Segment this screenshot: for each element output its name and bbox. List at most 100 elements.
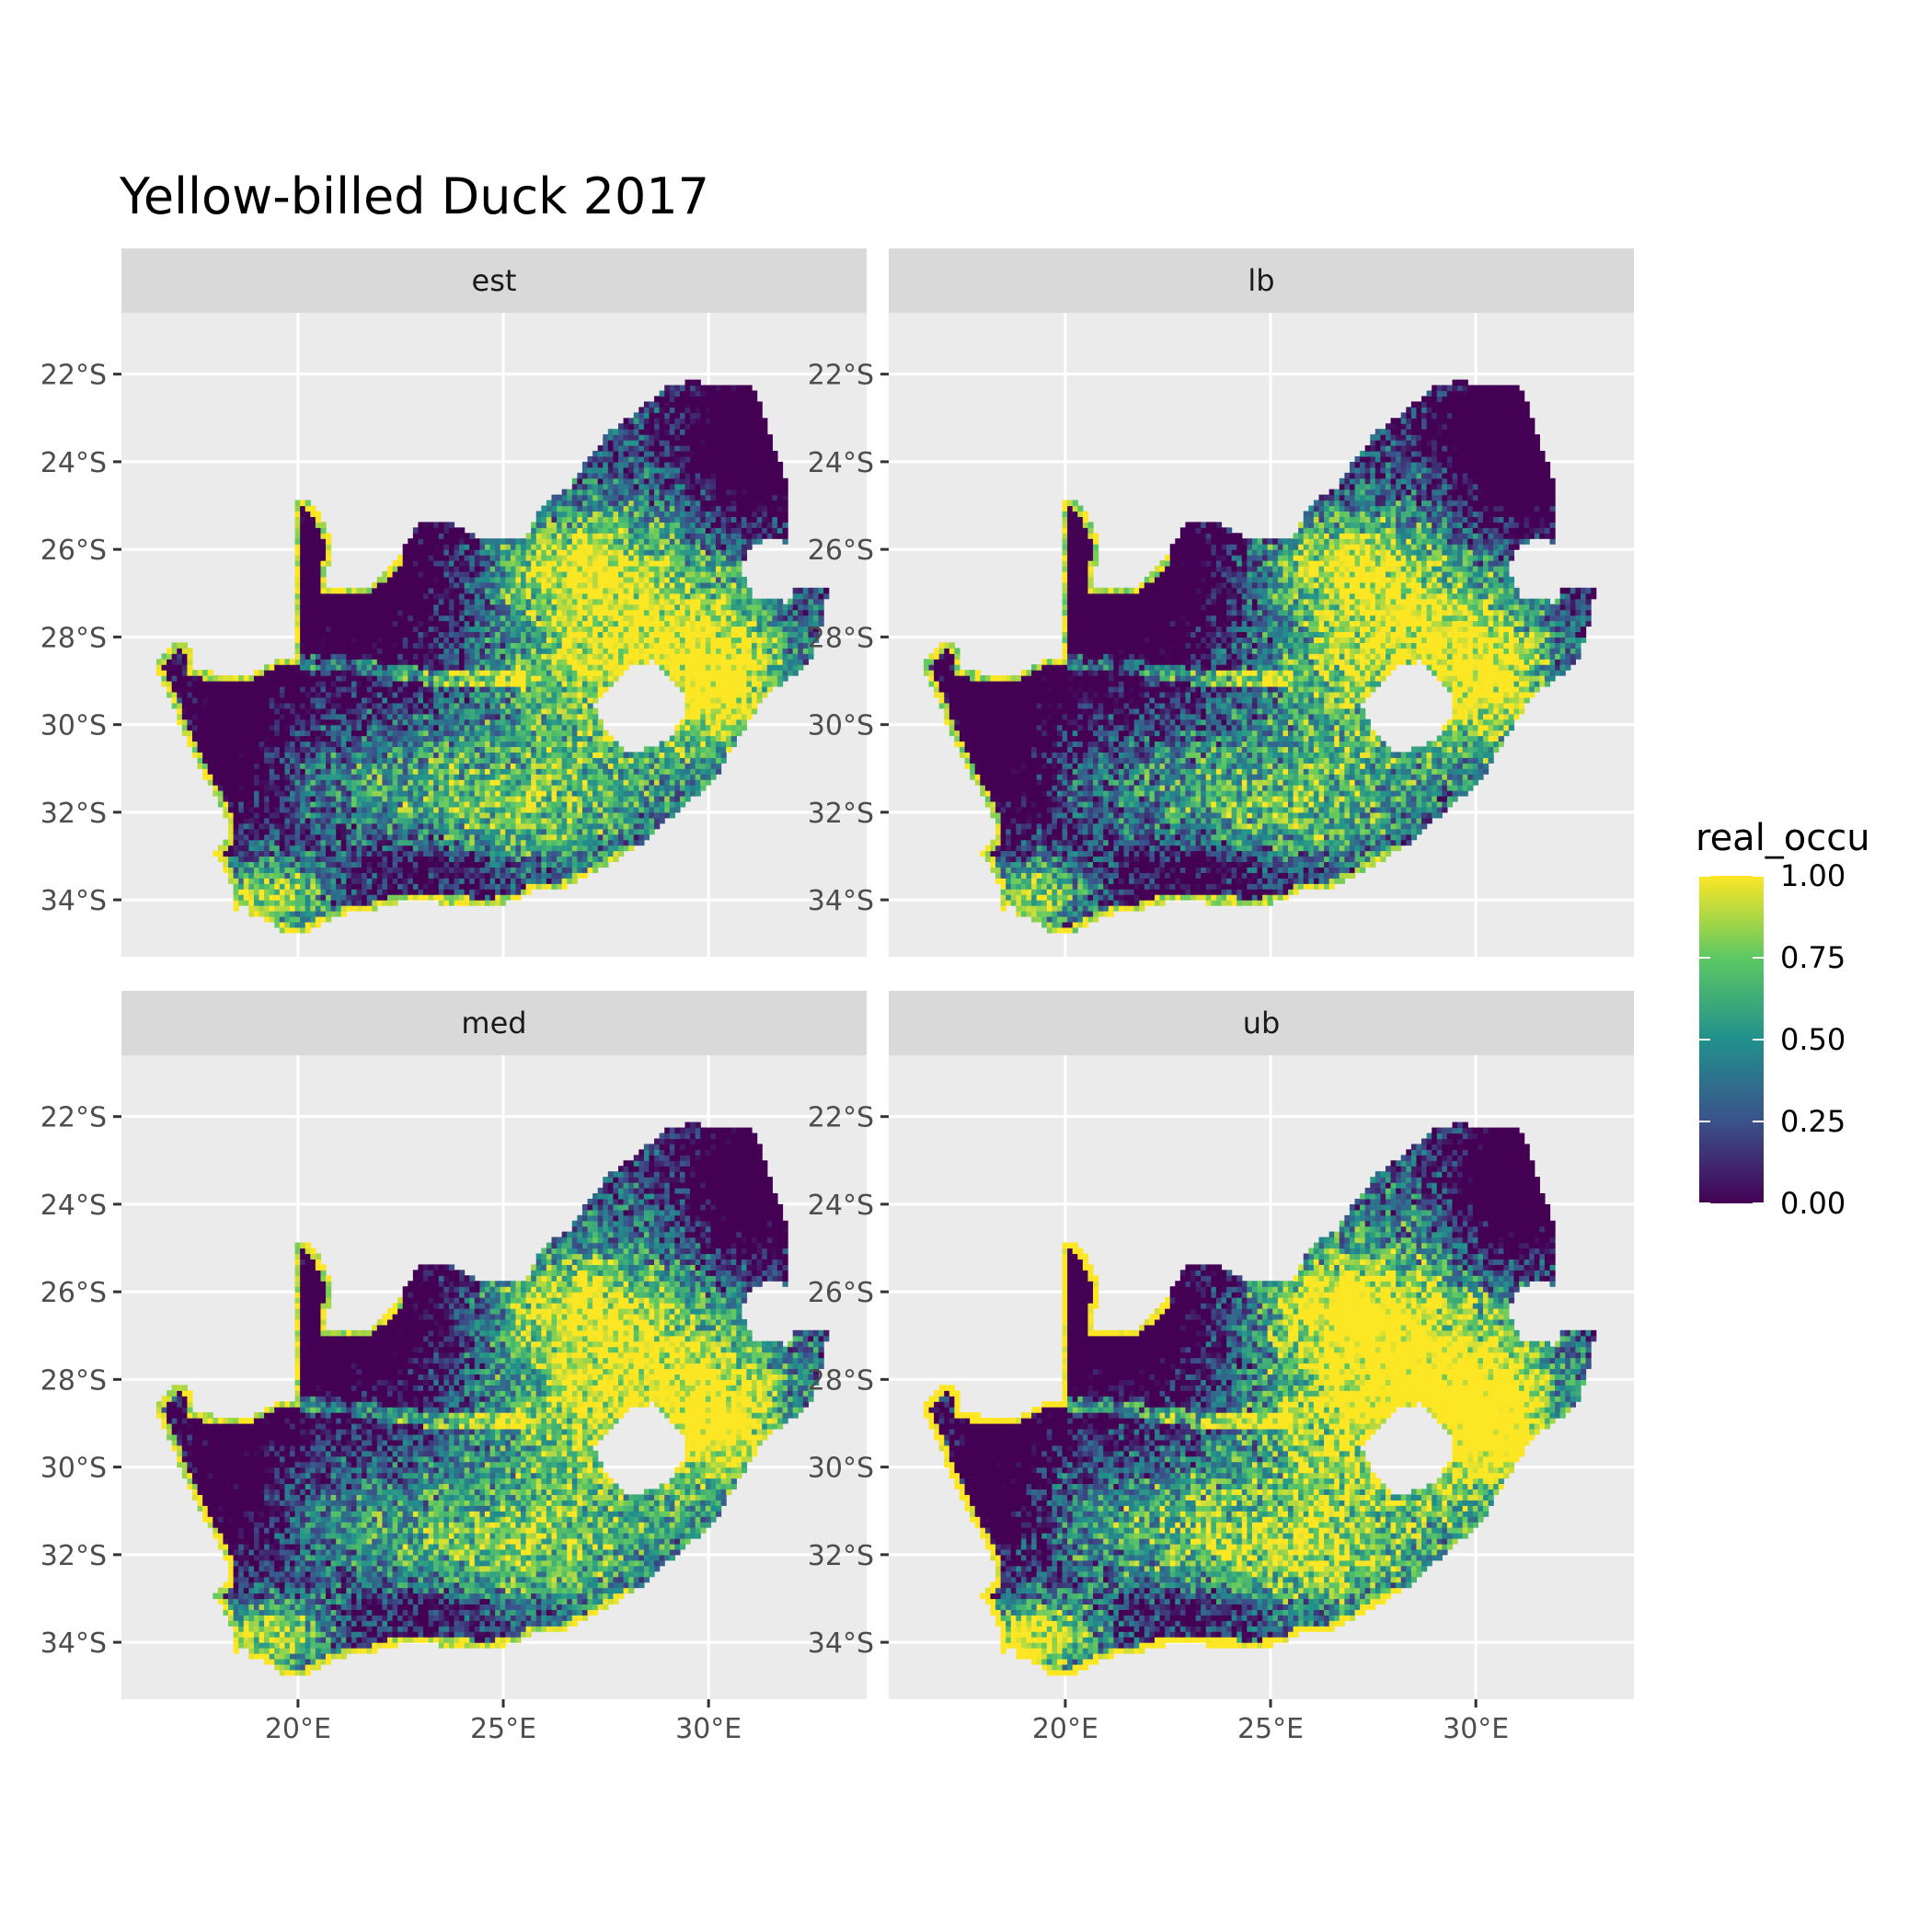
- raster-cell: [295, 796, 301, 802]
- raster-cell: [505, 829, 511, 835]
- raster-cell: [505, 757, 511, 764]
- raster-cell: [469, 719, 475, 726]
- raster-cell: [248, 894, 254, 901]
- raster-cell: [716, 757, 721, 764]
- raster-cell: [326, 812, 331, 819]
- raster-cell: [505, 801, 511, 808]
- raster-cell: [367, 746, 373, 753]
- raster-cell: [449, 648, 454, 654]
- raster-cell: [521, 648, 526, 654]
- raster-cell: [551, 818, 557, 824]
- raster-cell: [362, 851, 367, 857]
- raster-cell: [562, 752, 568, 758]
- raster-cell: [479, 708, 485, 715]
- raster-cell: [680, 746, 685, 753]
- raster-cell: [515, 845, 521, 852]
- raster-cell: [172, 703, 178, 709]
- raster-cell: [700, 642, 706, 649]
- raster-cell: [377, 894, 383, 901]
- raster-cell: [634, 829, 639, 835]
- raster-cell: [465, 736, 470, 742]
- raster-cell: [443, 692, 449, 698]
- raster-cell: [362, 779, 367, 786]
- raster-cell: [660, 648, 665, 654]
- raster-cell: [551, 741, 557, 747]
- raster-cell: [592, 763, 598, 769]
- raster-cell: [382, 883, 387, 890]
- raster-cell: [372, 779, 377, 786]
- raster-cell: [598, 818, 604, 824]
- raster-cell: [284, 878, 290, 884]
- raster-cell: [423, 851, 429, 857]
- raster-cell: [757, 659, 763, 665]
- raster-cell: [443, 757, 449, 764]
- raster-cell: [305, 812, 311, 819]
- raster-cell: [316, 730, 321, 737]
- raster-cell: [511, 823, 516, 830]
- raster-cell: [244, 708, 249, 715]
- raster-cell: [377, 801, 383, 808]
- raster-cell: [418, 681, 423, 687]
- raster-cell: [270, 757, 275, 764]
- raster-cell: [664, 774, 670, 780]
- raster-cell: [726, 725, 731, 731]
- raster-cell: [664, 796, 670, 802]
- raster-cell: [475, 900, 480, 906]
- raster-cell: [218, 692, 224, 698]
- raster-cell: [234, 900, 239, 906]
- raster-cell: [546, 670, 552, 676]
- raster-cell: [208, 741, 213, 747]
- raster-cell: [706, 763, 711, 769]
- raster-cell: [341, 900, 347, 906]
- raster-cell: [310, 922, 316, 928]
- raster-cell: [465, 807, 470, 813]
- raster-cell: [423, 757, 429, 764]
- raster-cell: [772, 653, 777, 660]
- raster-cell: [500, 829, 506, 835]
- raster-cell: [443, 714, 449, 720]
- raster-cell: [367, 823, 373, 830]
- raster-cell: [316, 916, 321, 923]
- raster-cell: [588, 763, 593, 769]
- raster-cell: [726, 659, 731, 665]
- raster-cell: [393, 675, 398, 682]
- raster-cell: [588, 768, 593, 775]
- raster-cell: [485, 719, 490, 726]
- raster-cell: [372, 697, 377, 704]
- raster-cell: [490, 818, 496, 824]
- raster-cell: [541, 834, 546, 841]
- raster-cell: [777, 664, 783, 671]
- raster-cell: [429, 714, 434, 720]
- raster-cell: [182, 686, 188, 693]
- raster-cell: [531, 867, 536, 873]
- raster-cell: [500, 790, 506, 797]
- raster-cell: [495, 719, 500, 726]
- raster-cell: [726, 653, 731, 660]
- raster-cell: [546, 834, 552, 841]
- raster-cell: [259, 867, 265, 873]
- raster-cell: [429, 889, 434, 895]
- raster-cell: [397, 894, 403, 901]
- raster-cell: [234, 807, 239, 813]
- raster-cell: [310, 719, 316, 726]
- raster-cell: [475, 757, 480, 764]
- raster-cell: [696, 703, 701, 709]
- raster-cell: [562, 845, 568, 852]
- raster-cell: [346, 675, 351, 682]
- raster-cell: [326, 878, 331, 884]
- raster-cell: [521, 725, 526, 731]
- raster-cell: [228, 829, 234, 835]
- raster-cell: [660, 757, 665, 764]
- raster-cell: [377, 692, 383, 698]
- raster-cell: [433, 878, 439, 884]
- raster-cell: [531, 845, 536, 852]
- raster-cell: [423, 686, 429, 693]
- raster-cell: [202, 670, 208, 676]
- raster-cell: [479, 648, 485, 654]
- raster-cell: [649, 648, 654, 654]
- raster-cell: [531, 708, 536, 715]
- raster-cell: [228, 719, 234, 726]
- raster-cell: [244, 883, 249, 890]
- raster-cell: [613, 856, 618, 862]
- raster-cell: [290, 840, 295, 846]
